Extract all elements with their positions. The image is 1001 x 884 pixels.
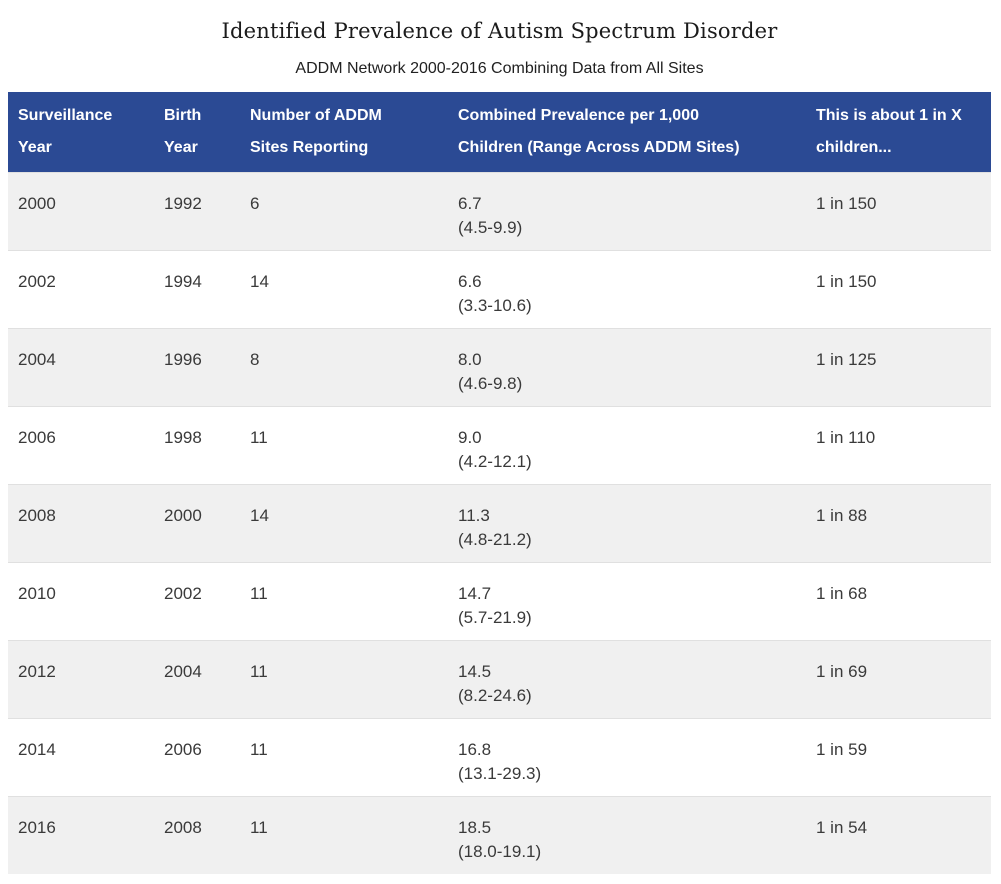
col-header-birth-year: Birth Year: [154, 92, 240, 173]
table-row: 2012 2004 11 14.5 (8.2-24.6) 1 in 69: [8, 640, 991, 719]
prevalence-range: (4.5-9.9): [458, 218, 523, 237]
cell-one-in-x: 1 in 68: [806, 562, 991, 641]
cell-birth-year: 2008: [154, 796, 240, 874]
cell-combined-prevalence: 6.6 (3.3-10.6): [448, 250, 806, 329]
table-row: 2016 2008 11 18.5 (18.0-19.1) 1 in 54: [8, 796, 991, 874]
page-subtitle: ADDM Network 2000-2016 Combining Data fr…: [295, 60, 704, 77]
cell-sites-reporting: 6: [240, 172, 448, 251]
prevalence-range: (5.7-21.9): [458, 608, 532, 627]
cell-sites-reporting: 14: [240, 484, 448, 563]
col-header-surveillance-year: Surveillance Year: [8, 92, 154, 173]
cell-surveillance-year: 2008: [8, 484, 154, 563]
cell-combined-prevalence: 8.0 (4.6-9.8): [448, 328, 806, 407]
cell-birth-year: 1994: [154, 250, 240, 329]
cell-birth-year: 2002: [154, 562, 240, 641]
prevalence-value: 6.7: [458, 194, 482, 213]
prevalence-range: (18.0-19.1): [458, 842, 542, 861]
cell-one-in-x: 1 in 54: [806, 796, 991, 874]
table-header: Surveillance Year Birth Year Number of A…: [8, 92, 991, 173]
cell-sites-reporting: 14: [240, 250, 448, 329]
cell-surveillance-year: 2016: [8, 796, 154, 874]
prevalence-value: 11.3: [458, 506, 490, 525]
table-row: 2004 1996 8 8.0 (4.6-9.8) 1 in 125: [8, 328, 991, 407]
cell-combined-prevalence: 9.0 (4.2-12.1): [448, 406, 806, 485]
table-row: 2010 2002 11 14.7 (5.7-21.9) 1 in 68: [8, 562, 991, 641]
cell-one-in-x: 1 in 59: [806, 718, 991, 797]
cell-surveillance-year: 2002: [8, 250, 154, 329]
cell-sites-reporting: 11: [240, 640, 448, 719]
cell-one-in-x: 1 in 150: [806, 250, 991, 329]
cell-surveillance-year: 2012: [8, 640, 154, 719]
prevalence-range: (4.8-21.2): [458, 530, 532, 549]
table-row: 2014 2006 11 16.8 (13.1-29.3) 1 in 59: [8, 718, 991, 797]
cell-one-in-x: 1 in 125: [806, 328, 991, 407]
cell-birth-year: 1998: [154, 406, 240, 485]
table-row: 2002 1994 14 6.6 (3.3-10.6) 1 in 150: [8, 250, 991, 329]
col-header-one-in-x: This is about 1 in X children...: [806, 92, 991, 173]
table-row: 2006 1998 11 9.0 (4.2-12.1) 1 in 110: [8, 406, 991, 485]
table-row: 2008 2000 14 11.3 (4.8-21.2) 1 in 88: [8, 484, 991, 563]
cell-combined-prevalence: 11.3 (4.8-21.2): [448, 484, 806, 563]
cell-birth-year: 1996: [154, 328, 240, 407]
cell-combined-prevalence: 14.5 (8.2-24.6): [448, 640, 806, 719]
cell-one-in-x: 1 in 88: [806, 484, 991, 563]
cell-surveillance-year: 2014: [8, 718, 154, 797]
prevalence-value: 16.8: [458, 740, 492, 759]
prevalence-value: 6.6: [458, 272, 482, 291]
page: Identified Prevalence of Autism Spectrum…: [8, 19, 991, 874]
cell-combined-prevalence: 16.8 (13.1-29.3): [448, 718, 806, 797]
cell-one-in-x: 1 in 110: [806, 406, 991, 485]
prevalence-value: 14.5: [458, 662, 492, 681]
cell-surveillance-year: 2010: [8, 562, 154, 641]
table-header-row: Surveillance Year Birth Year Number of A…: [8, 92, 991, 173]
cell-one-in-x: 1 in 150: [806, 172, 991, 251]
prevalence-range: (8.2-24.6): [458, 686, 532, 705]
cell-sites-reporting: 11: [240, 718, 448, 797]
prevalence-range: (3.3-10.6): [458, 296, 532, 315]
cell-sites-reporting: 11: [240, 562, 448, 641]
cell-birth-year: 2000: [154, 484, 240, 563]
col-header-combined-prevalence: Combined Prevalence per 1,000 Children (…: [448, 92, 806, 173]
cell-sites-reporting: 11: [240, 406, 448, 485]
cell-birth-year: 1992: [154, 172, 240, 251]
prevalence-value: 9.0: [458, 428, 482, 447]
cell-combined-prevalence: 6.7 (4.5-9.9): [448, 172, 806, 251]
prevalence-value: 8.0: [458, 350, 482, 369]
cell-surveillance-year: 2006: [8, 406, 154, 485]
cell-surveillance-year: 2000: [8, 172, 154, 251]
cell-birth-year: 2006: [154, 718, 240, 797]
page-title: Identified Prevalence of Autism Spectrum…: [221, 19, 778, 43]
cell-sites-reporting: 8: [240, 328, 448, 407]
cell-combined-prevalence: 14.7 (5.7-21.9): [448, 562, 806, 641]
cell-combined-prevalence: 18.5 (18.0-19.1): [448, 796, 806, 874]
cell-birth-year: 2004: [154, 640, 240, 719]
prevalence-range: (4.2-12.1): [458, 452, 532, 471]
cell-surveillance-year: 2004: [8, 328, 154, 407]
cell-one-in-x: 1 in 69: [806, 640, 991, 719]
col-header-sites-reporting: Number of ADDM Sites Reporting: [240, 92, 448, 173]
prevalence-table: Surveillance Year Birth Year Number of A…: [8, 92, 991, 874]
prevalence-value: 14.7: [458, 584, 492, 603]
prevalence-range: (4.6-9.8): [458, 374, 523, 393]
table-row: 2000 1992 6 6.7 (4.5-9.9) 1 in 150: [8, 172, 991, 251]
table-body: 2000 1992 6 6.7 (4.5-9.9) 1 in 150 2002 …: [8, 172, 991, 874]
cell-sites-reporting: 11: [240, 796, 448, 874]
prevalence-range: (13.1-29.3): [458, 764, 542, 783]
prevalence-value: 18.5: [458, 818, 492, 837]
